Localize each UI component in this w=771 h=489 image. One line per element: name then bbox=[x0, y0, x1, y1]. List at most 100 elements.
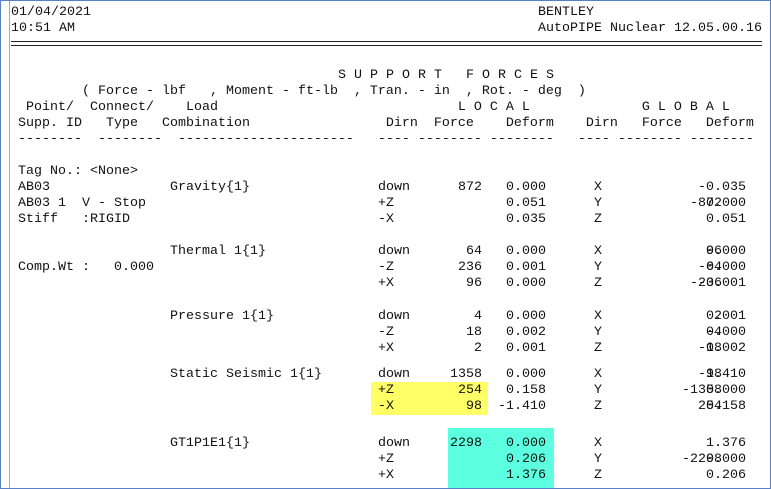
local-force: 96 bbox=[466, 276, 482, 291]
local-force: 1358 bbox=[450, 367, 482, 382]
global-direction: Z bbox=[594, 341, 602, 356]
cyan-highlight bbox=[448, 428, 554, 488]
local-direction: +Z bbox=[378, 452, 394, 467]
global-direction: X bbox=[594, 309, 602, 324]
global-deform: -0.002 bbox=[698, 341, 746, 356]
company: BENTLEY bbox=[538, 5, 594, 20]
local-force: 254 bbox=[458, 383, 482, 398]
local-force: 236 bbox=[458, 260, 482, 275]
local-force: 2298 bbox=[450, 436, 482, 451]
global-deform: 0.000 bbox=[706, 244, 746, 259]
report-title: S U P P O R T F O R C E S bbox=[338, 68, 554, 83]
column-rule: -------- -------- ----------------------… bbox=[18, 132, 754, 147]
local-deform: 0.206 bbox=[506, 452, 546, 467]
global-deform: 0.158 bbox=[706, 399, 746, 414]
global-deform: 0.000 bbox=[706, 325, 746, 340]
global-direction: X bbox=[594, 244, 602, 259]
load-combination: Gravity{1} bbox=[170, 180, 250, 195]
global-force: 254 bbox=[698, 399, 722, 414]
local-direction: down bbox=[378, 180, 410, 195]
local-direction: +X bbox=[378, 341, 394, 356]
global-direction: Y bbox=[594, 196, 602, 211]
global-deform: 0.000 bbox=[706, 452, 746, 467]
global-force: -2298 bbox=[682, 452, 722, 467]
global-deform: 0.000 bbox=[706, 383, 746, 398]
load-combination: Pressure 1{1} bbox=[170, 309, 274, 324]
yellow-highlight bbox=[371, 382, 488, 415]
local-deform: 0.035 bbox=[506, 212, 546, 227]
global-direction: Z bbox=[594, 276, 602, 291]
support-info: AB03 1 V - Stop bbox=[18, 196, 146, 211]
global-direction: Z bbox=[594, 399, 602, 414]
local-deform: 0.001 bbox=[506, 341, 546, 356]
local-deform: 0.051 bbox=[506, 196, 546, 211]
local-force: 872 bbox=[458, 180, 482, 195]
global-deform: 1.410 bbox=[706, 367, 746, 382]
report-time: 10:51 AM bbox=[11, 21, 75, 36]
global-direction: Y bbox=[594, 325, 602, 340]
separator bbox=[11, 41, 762, 46]
local-deform: 0.158 bbox=[506, 383, 546, 398]
local-deform: 0.000 bbox=[506, 309, 546, 324]
global-deform: 0.000 bbox=[706, 196, 746, 211]
local-direction: down bbox=[378, 436, 410, 451]
global-direction: Y bbox=[594, 452, 602, 467]
global-direction: Z bbox=[594, 212, 602, 227]
global-deform: 0.001 bbox=[706, 309, 746, 324]
local-direction: -X bbox=[378, 399, 394, 414]
local-direction: -Z bbox=[378, 260, 394, 275]
global-force: -1358 bbox=[682, 383, 722, 398]
support-info: Tag No.: <None> bbox=[18, 164, 138, 179]
column-header: Point/ Connect/ Load L O C A L G L O B A… bbox=[18, 100, 730, 115]
global-direction: X bbox=[594, 180, 602, 195]
global-direction: Z bbox=[594, 468, 602, 483]
local-direction: +X bbox=[378, 468, 394, 483]
global-force: 2 bbox=[714, 309, 722, 324]
local-direction: down bbox=[378, 367, 410, 382]
global-direction: Y bbox=[594, 383, 602, 398]
local-direction: +Z bbox=[378, 383, 394, 398]
load-combination: Thermal 1{1} bbox=[170, 244, 266, 259]
global-force: 96 bbox=[706, 244, 722, 259]
support-info: Stiff :RIGID bbox=[18, 212, 130, 227]
local-force: 4 bbox=[474, 309, 482, 324]
local-direction: down bbox=[378, 309, 410, 324]
local-direction: +Z bbox=[378, 196, 394, 211]
load-combination: Static Seismic 1{1} bbox=[170, 367, 322, 382]
global-deform: -0.035 bbox=[698, 180, 746, 195]
support-info: AB03 bbox=[18, 180, 50, 195]
global-deform: 1.376 bbox=[706, 436, 746, 451]
global-direction: Y bbox=[594, 260, 602, 275]
local-deform: 0.001 bbox=[506, 260, 546, 275]
global-force: -18 bbox=[698, 341, 722, 356]
local-deform: -1.410 bbox=[498, 399, 546, 414]
margin-line bbox=[9, 1, 10, 488]
local-force: 98 bbox=[466, 399, 482, 414]
global-direction: X bbox=[594, 367, 602, 382]
local-deform: 0.000 bbox=[506, 436, 546, 451]
local-deform: 0.000 bbox=[506, 367, 546, 382]
load-combination: GT1P1E1{1} bbox=[170, 436, 250, 451]
global-deform: 0.000 bbox=[706, 260, 746, 275]
local-force: 18 bbox=[466, 325, 482, 340]
global-force: -4 bbox=[706, 325, 722, 340]
global-deform: 0.206 bbox=[706, 468, 746, 483]
product: AutoPIPE Nuclear 12.05.00.16 bbox=[538, 21, 762, 36]
local-direction: -Z bbox=[378, 325, 394, 340]
global-force: -98 bbox=[698, 367, 722, 382]
global-direction: X bbox=[594, 436, 602, 451]
units-line: ( Force - lbf , Moment - ft-lb , Tran. -… bbox=[82, 84, 586, 99]
local-force: 64 bbox=[466, 244, 482, 259]
report-date: 01/04/2021 bbox=[11, 5, 91, 20]
column-header: Supp. ID Type Combination Dirn Force Def… bbox=[18, 116, 754, 131]
support-info: Comp.Wt : 0.000 bbox=[18, 260, 154, 275]
local-force: 2 bbox=[474, 341, 482, 356]
global-force: -64 bbox=[698, 260, 722, 275]
local-direction: +X bbox=[378, 276, 394, 291]
local-deform: 0.000 bbox=[506, 180, 546, 195]
local-deform: 0.000 bbox=[506, 244, 546, 259]
global-force: -872 bbox=[690, 196, 722, 211]
global-deform: 0.051 bbox=[706, 212, 746, 227]
global-force: -236 bbox=[690, 276, 722, 291]
